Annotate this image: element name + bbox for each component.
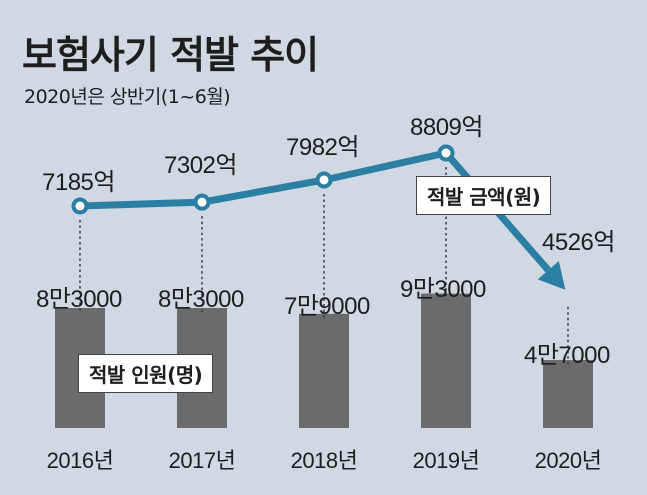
x-tick-label-1: 2016년 <box>47 448 114 473</box>
bar-4 <box>421 293 471 428</box>
arrow-head <box>537 260 566 290</box>
line-value-label-1: 7185억 <box>42 169 115 196</box>
x-tick-label-2: 2017년 <box>169 448 236 473</box>
line-value-label-4: 8809억 <box>410 114 483 141</box>
bar-value-label-2: 8만3000 <box>158 286 244 313</box>
line-value-label-3: 7982억 <box>286 134 359 161</box>
bar-value-label-3: 7만9000 <box>284 293 370 320</box>
x-tick-label-4: 2019년 <box>413 448 480 473</box>
line-series <box>79 149 447 210</box>
bar-series-legend: 적발 인원(명) <box>78 354 214 393</box>
line-series-legend: 적발 금액(원) <box>416 176 552 215</box>
line-value-label-5: 4526억 <box>542 229 615 256</box>
bar-5 <box>543 360 593 428</box>
line-point-3 <box>315 171 333 189</box>
x-tick-label-3: 2018년 <box>291 448 358 473</box>
line-point-1 <box>71 197 89 215</box>
chart-title: 보험사기 적발 추이 <box>22 33 319 77</box>
bar-value-label-4: 9만3000 <box>400 276 486 303</box>
bar-3 <box>299 313 349 428</box>
line-point-2 <box>193 193 211 211</box>
x-tick-label-5: 2020년 <box>535 448 602 473</box>
bar-value-label-1: 8만3000 <box>36 286 122 313</box>
bar-value-label-5: 4만7000 <box>524 342 610 369</box>
chart-subtitle: 2020년은 상반기(1~6월) <box>24 86 231 108</box>
line-value-label-2: 7302억 <box>164 152 237 179</box>
line-point-4 <box>437 144 455 162</box>
